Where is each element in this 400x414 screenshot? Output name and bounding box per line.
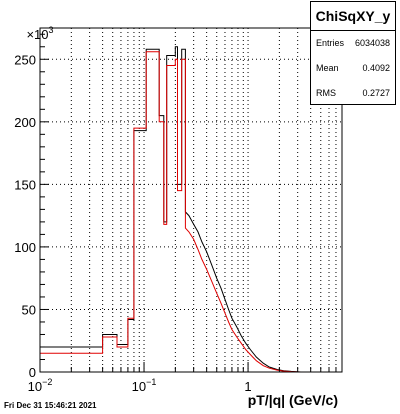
x-tick-label: 10−1 (132, 377, 157, 394)
x-axis-title: pT/|q| (GeV/c) (248, 392, 338, 408)
stats-mean-value: 0.4092 (362, 63, 390, 73)
stats-entries-row: Entries 6034038 (311, 31, 395, 56)
y-tick-label: 150 (14, 177, 36, 192)
stats-rms-label: RMS (316, 88, 336, 98)
series-black-line (40, 46, 342, 373)
stats-title: ChiSqXY_y (311, 2, 395, 31)
y-tick-label: 0 (29, 365, 36, 380)
stats-mean-label: Mean (316, 63, 339, 73)
timestamp: Fri Dec 31 15:46:21 2021 (4, 401, 97, 410)
stats-rms-value: 0.2727 (362, 88, 390, 98)
y-tick-label: 50 (22, 302, 36, 317)
axis-ticks (39, 33, 343, 373)
plot-frame (39, 27, 343, 373)
histogram-series (40, 46, 342, 373)
stats-rms-row: RMS 0.2727 (311, 81, 395, 106)
grid-lines (40, 28, 342, 372)
stats-entries-value: 6034038 (354, 38, 390, 48)
x-tick-label: 1 (244, 379, 251, 394)
y-tick-label: 200 (14, 115, 36, 130)
y-exponent-label: ×103 (26, 25, 53, 42)
x-tick-label: 10−2 (28, 377, 53, 394)
stats-mean-row: Mean 0.4092 (311, 56, 395, 81)
tick-labels: 0 50 100 150 200 250 10−2 10−1 1 (14, 52, 251, 394)
stats-box: ChiSqXY_y Entries 6034038 Mean 0.4092 RM… (310, 1, 396, 105)
y-tick-label: 250 (14, 52, 36, 67)
y-tick-label: 100 (14, 240, 36, 255)
stats-entries-label: Entries (316, 38, 345, 48)
series-red-line (40, 51, 342, 373)
